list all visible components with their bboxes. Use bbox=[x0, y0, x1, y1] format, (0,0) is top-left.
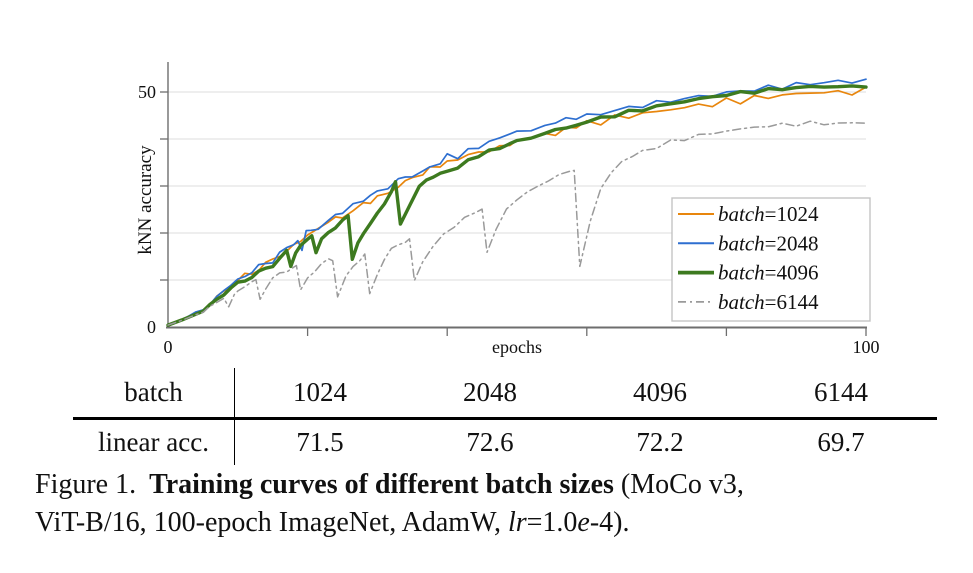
caption-lr: lr bbox=[507, 507, 527, 538]
table-row-batch: batch 1024 2048 4096 6144 bbox=[73, 368, 937, 420]
caption-tail: -4). bbox=[589, 507, 630, 538]
training-curves-chart: 0 50 0 100 epochs kNN accuracy batch=1024 batch… bbox=[135, 62, 880, 357]
table-header-batch: batch bbox=[73, 368, 235, 417]
table-acc-2048: 72.6 bbox=[466, 427, 514, 457]
table-header-linear-acc: linear acc. bbox=[73, 420, 235, 465]
table-batch-6144: 6144 bbox=[814, 377, 868, 407]
table-batch-1024: 1024 bbox=[293, 377, 347, 407]
table-acc-4096: 72.2 bbox=[636, 427, 684, 457]
legend-label-6144: batch=6144 bbox=[718, 290, 819, 314]
x-tick-label-100: 100 bbox=[853, 337, 880, 357]
series-line-batch-6144 bbox=[167, 120, 867, 326]
legend-label-1024: batch=1024 bbox=[718, 202, 819, 226]
table-acc-1024: 71.5 bbox=[296, 427, 344, 457]
table-batch-4096: 4096 bbox=[633, 377, 687, 407]
figure-caption: Figure 1. Training curves of different ba… bbox=[35, 466, 960, 542]
caption-line2: ViT-B/16, 100-epoch ImageNet, AdamW, bbox=[35, 507, 508, 538]
table-acc-6144: 69.7 bbox=[817, 427, 865, 457]
legend-label-2048: batch=2048 bbox=[718, 231, 819, 255]
table-batch-2048: 2048 bbox=[463, 377, 517, 407]
figure-number: Figure 1. bbox=[35, 469, 137, 500]
y-tick-label-50: 50 bbox=[138, 82, 156, 102]
caption-bold-title: Training curves of different batch sizes bbox=[149, 469, 614, 500]
legend-box bbox=[671, 197, 871, 322]
legend-label-4096: batch=4096 bbox=[718, 261, 819, 285]
x-axis-label: epochs bbox=[492, 337, 542, 357]
series-line-batch-4096 bbox=[166, 84, 868, 327]
y-axis-label: kNN accuracy bbox=[135, 145, 156, 255]
y-tick-label-0: 0 bbox=[147, 317, 156, 337]
x-tick-label-0: 0 bbox=[164, 337, 173, 357]
batch-accuracy-table: batch 1024 2048 4096 6144 linear acc. 71… bbox=[73, 368, 937, 465]
caption-lr-value: =1.0 bbox=[526, 507, 578, 538]
caption-after-bold: (MoCo v3, bbox=[613, 469, 744, 500]
caption-e: e bbox=[577, 507, 590, 538]
table-row-linear-acc: linear acc. 71.5 72.6 72.2 69.7 bbox=[73, 420, 937, 465]
